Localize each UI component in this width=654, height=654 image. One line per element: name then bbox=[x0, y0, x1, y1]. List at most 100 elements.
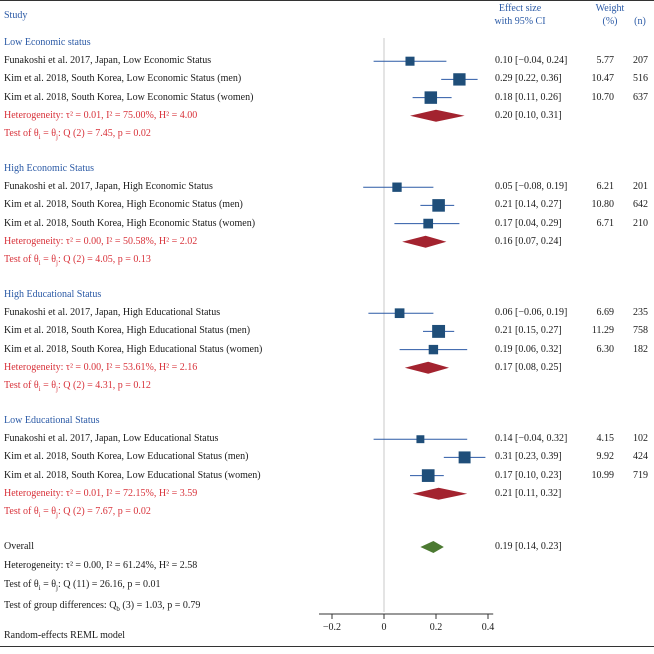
effect-size-value: 0.05 [−0.08, 0.19] bbox=[495, 181, 568, 193]
pooled-effect-value: 0.21 [0.11, 0.32] bbox=[495, 487, 562, 499]
study-label: Kim et al. 2018, South Korea, Low Educat… bbox=[4, 469, 261, 481]
group-title: Low Economic status bbox=[4, 37, 91, 48]
group-homogeneity-test: Test of θi = θj: Q (2) = 7.45, p = 0.02 bbox=[4, 128, 151, 141]
effect-marker bbox=[423, 218, 434, 229]
study-label: Kim et al. 2018, South Korea, High Econo… bbox=[4, 199, 243, 211]
effect-marker bbox=[421, 469, 435, 482]
group-homogeneity-test: Test of θi = θj: Q (2) = 4.05, p = 0.13 bbox=[4, 254, 151, 267]
weight-value: 6.21 bbox=[596, 181, 615, 193]
x-axis-tick-label: 0.4 bbox=[481, 622, 495, 633]
group-heterogeneity: Heterogeneity: τ² = 0.00, I² = 50.58%, H… bbox=[4, 235, 198, 247]
effect-marker bbox=[392, 182, 402, 192]
group-homogeneity-test: Test of θi = θj: Q (2) = 7.67, p = 0.02 bbox=[4, 506, 151, 519]
effect-size-value: 0.21 [0.14, 0.27] bbox=[495, 199, 562, 211]
effect-size-value: 0.19 [0.06, 0.32] bbox=[495, 343, 562, 355]
study-label: Kim et al. 2018, South Korea, High Educa… bbox=[4, 325, 251, 337]
weight-value: 10.70 bbox=[591, 91, 615, 103]
study-label: Kim et al. 2018, South Korea, Low Econom… bbox=[4, 91, 254, 103]
sample-size-value: 758 bbox=[633, 325, 648, 337]
effect-marker bbox=[458, 451, 471, 464]
group-heterogeneity: Heterogeneity: τ² = 0.01, I² = 72.15%, H… bbox=[4, 487, 198, 499]
overall-homogeneity-test: Test of θi = θj: Q (11) = 26.16, p = 0.0… bbox=[4, 579, 161, 592]
effect-size-value: 0.17 [0.10, 0.23] bbox=[495, 469, 562, 481]
weight-value: 10.99 bbox=[591, 469, 615, 481]
effect-size-value: 0.18 [0.11, 0.26] bbox=[495, 91, 562, 103]
effect-size-value: 0.29 [0.22, 0.36] bbox=[495, 73, 562, 85]
study-label: Kim et al. 2018, South Korea, High Educa… bbox=[4, 343, 263, 355]
subgroup-diamond bbox=[404, 361, 449, 374]
weight-value: 10.47 bbox=[591, 73, 615, 85]
sample-size-value: 207 bbox=[633, 55, 648, 67]
effect-size-value: 0.21 [0.15, 0.27] bbox=[495, 325, 562, 337]
weight-value: 10.80 bbox=[591, 199, 615, 211]
study-label: Funakoshi et al. 2017, Japan, High Econo… bbox=[4, 181, 213, 193]
overall-label: Overall bbox=[4, 541, 34, 552]
pooled-effect-value: 0.16 [0.07, 0.24] bbox=[495, 235, 562, 247]
study-label: Funakoshi et al. 2017, Japan, High Educa… bbox=[4, 307, 221, 319]
group-title: High Economic Status bbox=[4, 163, 94, 174]
group-title: High Educational Status bbox=[4, 289, 102, 300]
weight-value: 6.69 bbox=[596, 307, 615, 319]
study-label: Funakoshi et al. 2017, Japan, Low Educat… bbox=[4, 433, 219, 445]
group-homogeneity-test: Test of θi = θj: Q (2) = 4.31, p = 0.12 bbox=[4, 380, 151, 393]
sample-size-value: 102 bbox=[633, 433, 648, 445]
header-weight-line2: (%) bbox=[602, 16, 618, 27]
study-label: Kim et al. 2018, South Korea, Low Econom… bbox=[4, 73, 242, 85]
group-heterogeneity: Heterogeneity: τ² = 0.01, I² = 75.00%, H… bbox=[4, 109, 198, 121]
header-effect-line2: with 95% CI bbox=[494, 16, 546, 27]
x-axis-tick-label: −0.2 bbox=[322, 622, 342, 633]
model-note: Random-effects REML model bbox=[4, 630, 126, 641]
header-n: (n) bbox=[634, 16, 646, 27]
sample-size-value: 637 bbox=[633, 91, 648, 103]
bottom-rule bbox=[0, 646, 654, 647]
x-axis-tick-label: 0.2 bbox=[429, 622, 443, 633]
effect-size-value: 0.17 [0.04, 0.29] bbox=[495, 217, 562, 229]
group-differences-test: Test of group differences: Qb (3) = 1.03… bbox=[4, 600, 201, 613]
effect-size-value: 0.06 [−0.06, 0.19] bbox=[495, 307, 568, 319]
subgroup-diamond bbox=[412, 487, 468, 500]
subgroup-diamond bbox=[410, 109, 465, 122]
effect-marker bbox=[432, 199, 445, 212]
effect-marker bbox=[428, 344, 439, 355]
sample-size-value: 719 bbox=[633, 469, 648, 481]
sample-size-value: 642 bbox=[633, 199, 648, 211]
sample-size-value: 235 bbox=[633, 307, 648, 319]
effect-marker bbox=[405, 56, 415, 66]
effect-marker bbox=[432, 324, 446, 338]
x-axis-tick-label: 0 bbox=[381, 622, 387, 633]
sample-size-value: 516 bbox=[633, 73, 648, 85]
group-heterogeneity: Heterogeneity: τ² = 0.00, I² = 53.61%, H… bbox=[4, 361, 198, 373]
weight-value: 4.15 bbox=[596, 433, 615, 445]
effect-size-value: 0.10 [−0.04, 0.24] bbox=[495, 55, 568, 67]
header-weight-line1: Weight bbox=[595, 3, 625, 14]
study-label: Kim et al. 2018, South Korea, Low Educat… bbox=[4, 451, 249, 463]
overall-effect-value: 0.19 [0.14, 0.23] bbox=[495, 541, 562, 552]
sample-size-value: 210 bbox=[633, 217, 648, 229]
overall-heterogeneity: Heterogeneity: τ² = 0.00, I² = 61.24%, H… bbox=[4, 560, 198, 571]
effect-size-value: 0.31 [0.23, 0.39] bbox=[495, 451, 562, 463]
effect-size-value: 0.14 [−0.04, 0.32] bbox=[495, 433, 568, 445]
subgroup-diamond bbox=[402, 235, 447, 248]
weight-value: 6.71 bbox=[596, 217, 615, 229]
weight-value: 5.77 bbox=[596, 55, 615, 67]
header-effect-line1: Effect size bbox=[498, 3, 542, 14]
weight-value: 9.92 bbox=[596, 451, 615, 463]
sample-size-value: 201 bbox=[633, 181, 648, 193]
group-title: Low Educational Status bbox=[4, 415, 100, 426]
study-label: Funakoshi et al. 2017, Japan, Low Econom… bbox=[4, 55, 212, 67]
weight-value: 6.30 bbox=[596, 343, 615, 355]
sample-size-value: 424 bbox=[633, 451, 648, 463]
pooled-effect-value: 0.17 [0.08, 0.25] bbox=[495, 361, 562, 373]
header-study: Study bbox=[4, 10, 28, 21]
top-rule bbox=[0, 0, 654, 1]
pooled-effect-value: 0.20 [0.10, 0.31] bbox=[495, 109, 562, 121]
effect-marker bbox=[416, 435, 425, 444]
overall-diamond bbox=[420, 541, 444, 553]
study-label: Kim et al. 2018, South Korea, High Econo… bbox=[4, 217, 256, 229]
sample-size-value: 182 bbox=[633, 343, 648, 355]
weight-value: 11.29 bbox=[591, 325, 614, 337]
effect-marker bbox=[394, 308, 405, 319]
effect-marker bbox=[424, 91, 438, 104]
